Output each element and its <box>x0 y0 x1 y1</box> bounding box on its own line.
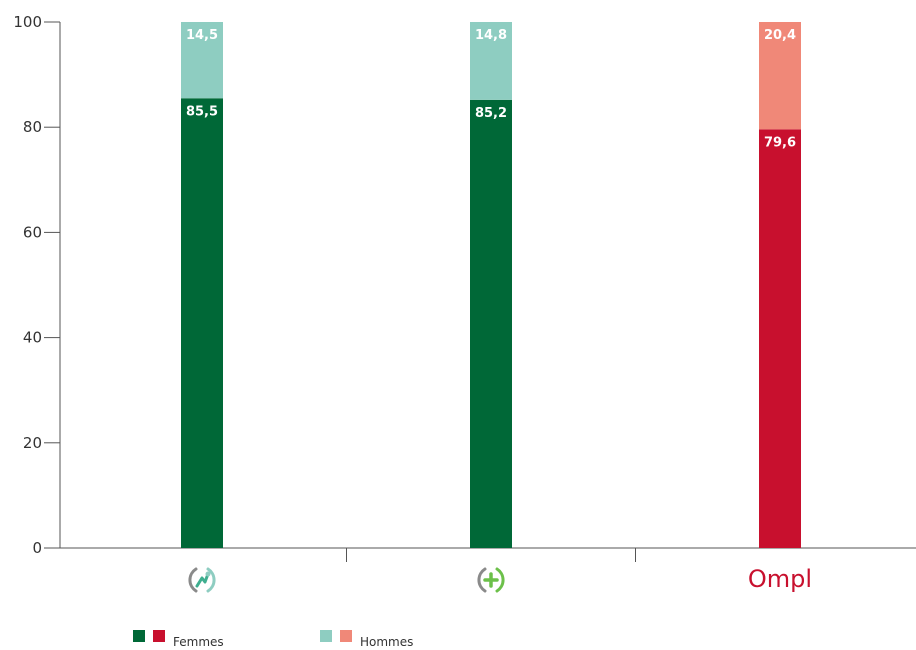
bars: 85,5 14,5 85,2 14,8 79,6 20,4 <box>181 22 801 549</box>
y-tick-label: 80 <box>23 118 42 136</box>
legend-swatch <box>320 630 332 642</box>
ompl-logo: Ompl <box>748 565 812 593</box>
green-plus-logo-icon <box>477 567 505 593</box>
category-logos: Ompl <box>188 565 812 593</box>
ompl-logo-text: Ompl <box>748 565 812 593</box>
bar-value-label: 14,8 <box>475 28 507 43</box>
y-tick-label: 40 <box>23 329 42 347</box>
legend-label: Hommes <box>360 635 413 649</box>
bar-segment-hommes <box>470 22 512 100</box>
x-axis <box>60 547 916 562</box>
bar-segment-hommes <box>759 22 801 130</box>
y-tick-label: 0 <box>32 539 42 557</box>
legend-swatch <box>340 630 352 642</box>
y-tick-label: 60 <box>23 223 42 241</box>
legend-swatch <box>153 630 165 642</box>
bar-value-label: 85,5 <box>186 104 218 119</box>
bar-segment-hommes <box>181 22 223 99</box>
y-tick-label: 100 <box>13 13 42 31</box>
legend: Femmes Hommes <box>133 630 413 649</box>
bar-value-label: 85,2 <box>475 106 507 121</box>
bar-segment-femmes <box>759 129 801 548</box>
bar-segment-femmes <box>470 99 512 549</box>
y-tick-label: 20 <box>23 434 42 452</box>
bar-segment-femmes <box>181 98 223 549</box>
bar-value-label: 14,5 <box>186 28 218 43</box>
green-swirl-logo-icon <box>188 567 216 593</box>
bar-value-label: 79,6 <box>764 135 796 150</box>
legend-item-hommes: Hommes <box>320 630 413 649</box>
bar-value-label: 20,4 <box>764 28 796 43</box>
legend-label: Femmes <box>173 635 224 649</box>
legend-item-femmes: Femmes <box>133 630 224 649</box>
y-axis: 0 20 40 60 80 100 <box>13 13 61 557</box>
legend-swatch <box>133 630 145 642</box>
